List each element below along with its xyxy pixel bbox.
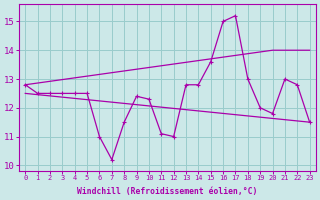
X-axis label: Windchill (Refroidissement éolien,°C): Windchill (Refroidissement éolien,°C) <box>77 187 258 196</box>
